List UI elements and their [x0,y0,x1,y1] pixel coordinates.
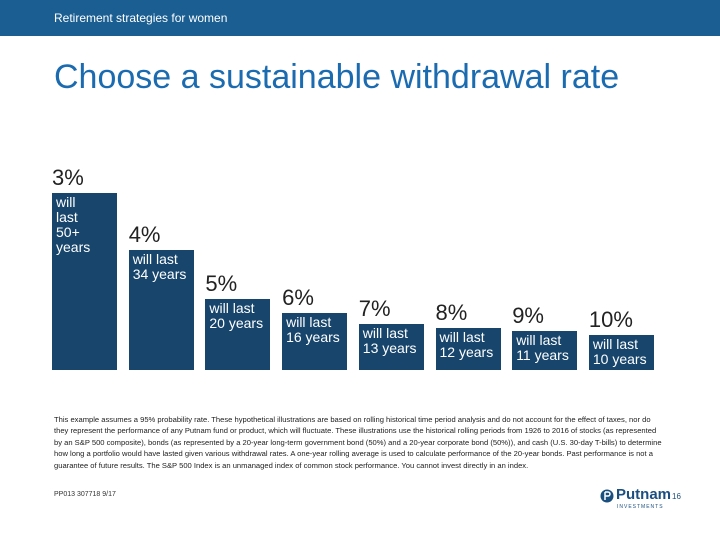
category-label: 3% [52,165,84,190]
value-label: will last 12 years [439,328,494,360]
category-label: 6% [282,285,314,311]
value-label: will last 16 years [286,314,340,346]
bar [205,299,271,370]
value-label: will last 10 years [592,335,647,367]
category-label: 10% [588,306,633,332]
category-label: 8% [435,299,468,325]
disclaimer: This example assumes a 95% probability r… [54,415,662,470]
footer-code: PP013 307718 9/17 [54,491,116,498]
category-label: 7% [358,295,391,321]
value-label: will last 13 years [362,324,417,356]
bar [435,327,501,370]
title: Choose a sustainable withdrawal rate [54,58,620,96]
category-label: 9% [512,303,544,329]
category-label: 5% [205,271,238,297]
bar [128,249,194,370]
header: Retirement strategies for women [0,0,720,36]
value-label: will last 50+ years [56,194,91,255]
page-number: 16 [672,492,681,501]
bar [512,331,578,370]
logo: Putnam [616,486,672,503]
value-label: will last 11 years [516,332,569,364]
bar [282,313,348,370]
bar [52,193,117,370]
logo-icon [600,489,614,503]
value-label: will last 20 years [209,300,264,332]
logo-sub: INVESTMENTS [617,504,664,510]
value-label: will last 34 years [132,250,187,282]
category-label: 4% [128,221,161,247]
bar [588,334,654,370]
bar [358,323,424,370]
